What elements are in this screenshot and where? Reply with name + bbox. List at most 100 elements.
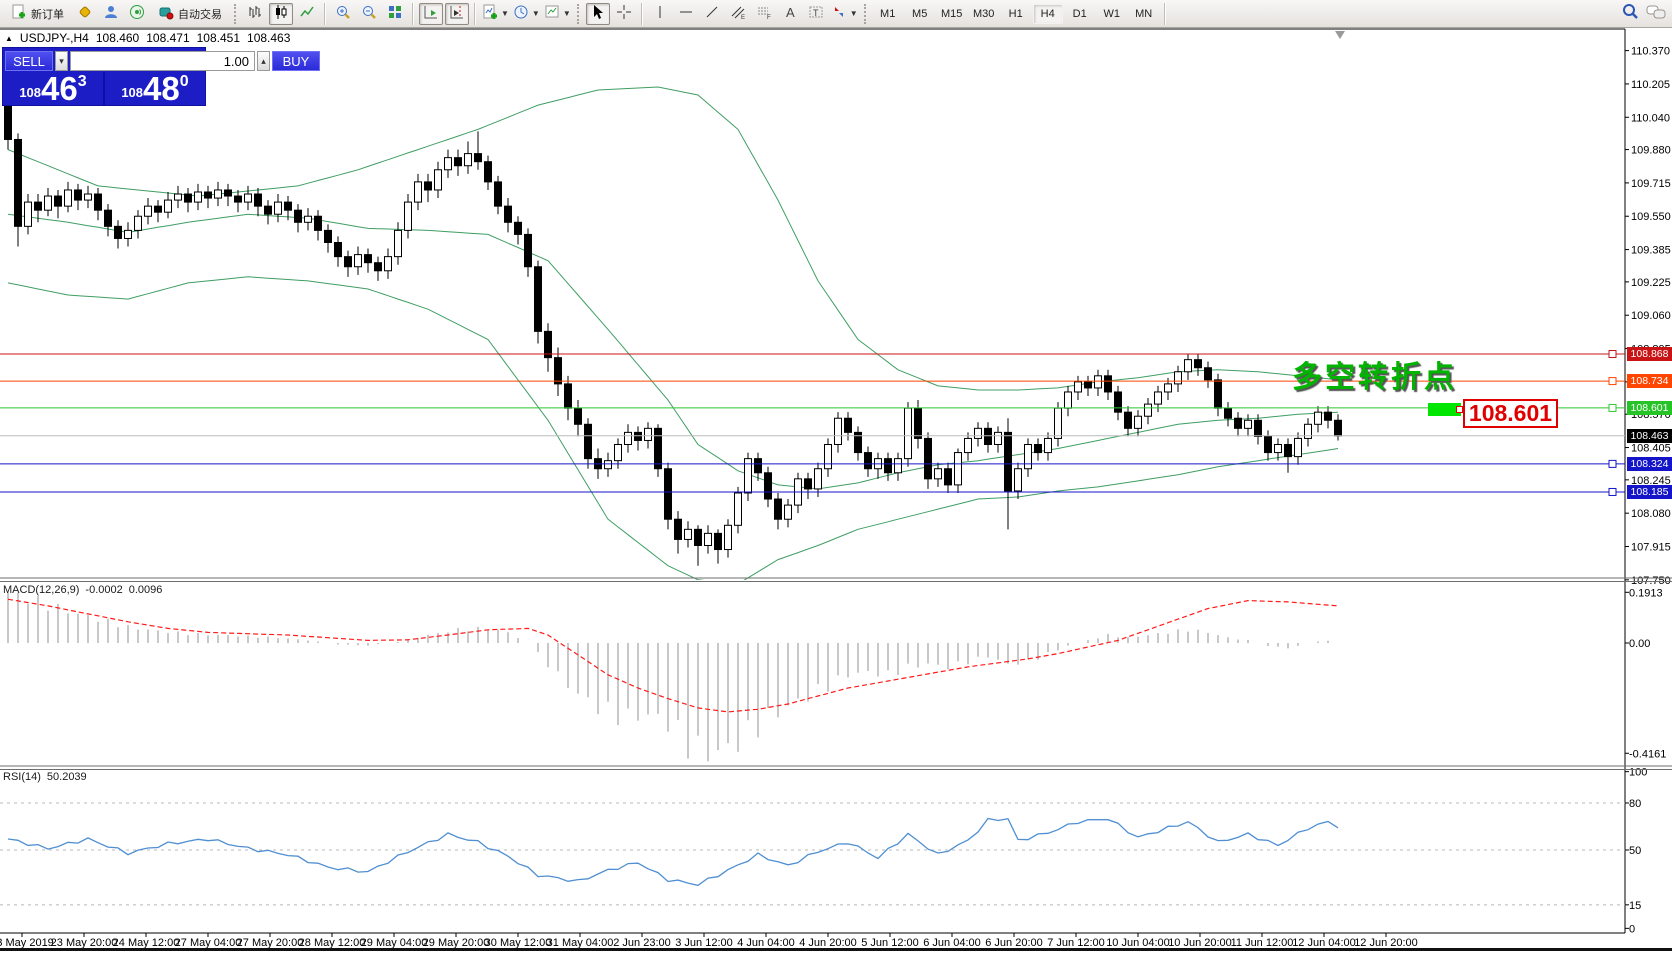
current-price-label: 108.463: [1627, 428, 1672, 443]
price-tick-label: 108.245: [1631, 475, 1671, 487]
toolbar-grip[interactable]: [576, 3, 581, 24]
search-button[interactable]: [1618, 3, 1642, 25]
indicators-button[interactable]: ▼: [481, 3, 510, 25]
price-tick-label: 108.080: [1631, 508, 1671, 520]
auto-scroll-button[interactable]: [419, 2, 443, 25]
tf-button-D1[interactable]: D1: [1072, 7, 1087, 20]
tf-button-H1[interactable]: H1: [1008, 7, 1023, 20]
dropdown-caret-icon: ▼: [501, 9, 509, 18]
price-tick-label: 109.880: [1631, 145, 1671, 157]
tile-windows-button[interactable]: [383, 3, 407, 25]
text-icon: A: [782, 4, 798, 23]
tf-button-M15[interactable]: M15: [940, 7, 963, 20]
zoom-in-button[interactable]: [331, 3, 355, 25]
horizontal-line-button[interactable]: [674, 3, 698, 25]
periods-button[interactable]: ▼: [512, 3, 541, 25]
candlestick-chart-icon: [273, 4, 289, 23]
svg-text:0.00: 0.00: [1629, 638, 1650, 650]
price-tag-label: 108.601: [1463, 399, 1558, 428]
community-icon: [103, 4, 119, 23]
ohlc-low: 108.451: [196, 31, 241, 45]
bar-chart-button[interactable]: [243, 3, 267, 25]
price-divider: [103, 72, 105, 105]
volume-increase-button[interactable]: ▴: [257, 51, 270, 71]
macd-pane: 0.1913 0.00 -0.4161: [7, 587, 1666, 762]
new-order-label: 新订单: [31, 8, 64, 21]
vertical-line-button[interactable]: [648, 3, 672, 25]
tf-button-M5[interactable]: M5: [912, 7, 928, 20]
price-tag-handle[interactable]: [1456, 406, 1463, 413]
price-tick-label: 109.715: [1631, 178, 1671, 190]
svg-text:0: 0: [1629, 923, 1635, 935]
toolbar-grip[interactable]: [863, 3, 868, 24]
text-label-button[interactable]: T: [804, 3, 828, 25]
zoom-out-button[interactable]: [357, 3, 381, 25]
volume-input[interactable]: [70, 51, 255, 71]
date-tick-label: 29 May 04:00: [361, 937, 428, 949]
account-button[interactable]: [73, 3, 97, 25]
new-order-button[interactable]: 新订单: [4, 3, 71, 25]
channel-button[interactable]: E: [726, 3, 750, 25]
tf-button-M30[interactable]: M30: [972, 7, 995, 20]
price-tag-marker[interactable]: [1428, 403, 1461, 416]
periods-icon: [513, 4, 529, 23]
price-tick-label: 109.060: [1631, 310, 1671, 322]
tf-button-H4[interactable]: H4: [1032, 3, 1063, 24]
autotrading-button[interactable]: 自动交易: [151, 3, 229, 25]
tf-button-MN[interactable]: MN: [1135, 7, 1153, 20]
crosshair-button[interactable]: [612, 3, 636, 25]
price-tick-label: 109.550: [1631, 211, 1671, 223]
tile-windows-icon: [387, 4, 403, 23]
toolbar-separator: [474, 2, 476, 25]
text-label-icon: T: [808, 4, 824, 23]
ohlc-close: 108.463: [247, 31, 291, 45]
auto-scroll-icon: [423, 4, 439, 23]
toolbar-grip[interactable]: [234, 3, 238, 24]
bid-price[interactable]: 108 46 3: [19, 70, 87, 107]
line-chart-button[interactable]: [295, 3, 319, 25]
signals-button[interactable]: [125, 3, 149, 25]
date-tick-label: 24 May 12:00: [113, 937, 180, 949]
tf-button-W1[interactable]: W1: [1103, 7, 1120, 20]
hline-price-label: 108.324: [1627, 456, 1672, 471]
pane-separators[interactable]: [0, 577, 1672, 770]
svg-text:50: 50: [1629, 845, 1641, 857]
chart-shift-button[interactable]: [445, 2, 469, 25]
ask-price[interactable]: 108 48 0: [121, 70, 189, 107]
date-tick-label: 31 May 04:00: [547, 937, 614, 949]
templates-button[interactable]: ▼: [543, 3, 572, 25]
collapse-icon[interactable]: ▲: [5, 33, 13, 43]
date-tick-label: 27 May 04:00: [175, 937, 242, 949]
price-tick-label: 108.405: [1631, 443, 1671, 455]
community-button[interactable]: [99, 3, 123, 25]
svg-text:A: A: [786, 5, 795, 20]
signals-icon: [129, 4, 145, 23]
date-tick-label: 7 Jun 12:00: [1047, 937, 1105, 949]
candlestick-chart-button[interactable]: [269, 2, 293, 25]
volume-decrease-button[interactable]: ▾: [55, 51, 68, 71]
date-tick-label: 6 Jun 04:00: [923, 937, 981, 949]
horizontal-line-icon: [678, 4, 694, 23]
buy-button[interactable]: BUY: [272, 51, 320, 71]
arrows-button[interactable]: ▼: [830, 3, 859, 25]
sell-button[interactable]: SELL: [5, 51, 53, 71]
toolbar-separator: [1163, 2, 1166, 25]
text-button[interactable]: A: [778, 3, 802, 25]
chat-button[interactable]: [1644, 3, 1668, 25]
fibonacci-button[interactable]: F: [752, 3, 776, 25]
horizontal-lines[interactable]: [0, 350, 1625, 496]
price-tick-label: 110.370: [1631, 46, 1670, 58]
trendline-icon: [704, 4, 720, 23]
macd-indicator-label: MACD(12,26,9) -0.0002 0.0096: [3, 584, 163, 596]
price-axis[interactable]: 110.370 110.205 110.040 109.880 109.715 109.5…: [1625, 46, 1671, 587]
ohlc-high: 108.471: [146, 31, 190, 45]
toolbar-separator: [640, 2, 643, 25]
cursor-button[interactable]: [585, 2, 610, 25]
trendline-button[interactable]: [700, 3, 724, 25]
tf-button-M1[interactable]: M1: [880, 7, 896, 20]
search-icon: [1621, 3, 1639, 24]
